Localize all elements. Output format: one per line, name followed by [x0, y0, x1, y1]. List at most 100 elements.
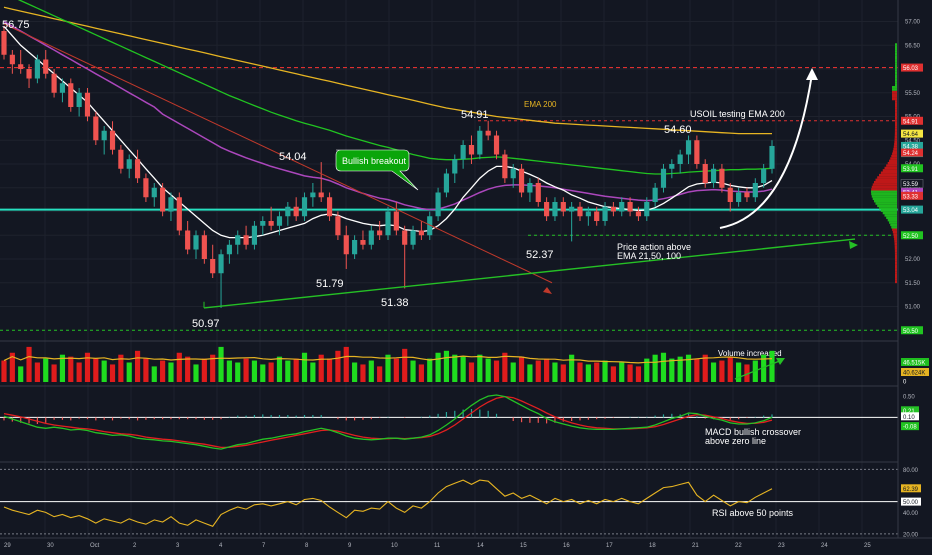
volume-profile-bar	[873, 200, 897, 203]
macd-tick-box	[901, 406, 919, 415]
volume-bar	[577, 362, 583, 382]
price-tag-label: 54.91	[903, 119, 919, 125]
macd-histogram-bar	[654, 415, 656, 418]
candle-body	[9, 54, 15, 65]
volume-profile-bar	[895, 74, 897, 77]
candle-body	[727, 187, 733, 202]
volume-profile-bar	[894, 138, 897, 141]
price-action-annotation-line2: EMA 21,50, 100	[617, 251, 681, 261]
volume-bar	[326, 358, 333, 382]
volume-bar	[251, 360, 258, 382]
price-tag-box	[901, 191, 923, 200]
volume-bar	[18, 366, 24, 382]
time-tick-label: 14	[477, 543, 484, 549]
macd-tick-box	[901, 422, 919, 431]
candle-body	[360, 240, 366, 245]
price-tag-label: 54.64	[903, 132, 919, 138]
volume-bar	[435, 352, 441, 382]
candle-body	[59, 83, 66, 93]
volume-bar	[602, 360, 608, 382]
candle-body	[502, 154, 508, 179]
candle-body	[569, 206, 575, 212]
macd-histogram-bar	[136, 417, 139, 421]
candle-body	[385, 211, 391, 236]
volume-bar	[218, 346, 224, 382]
candle-body	[418, 230, 424, 236]
volume-bar	[285, 360, 291, 382]
price-tag-box	[901, 231, 923, 240]
candle-body	[260, 221, 266, 226]
candle-body	[427, 216, 433, 236]
volume-profile-bar	[890, 223, 897, 227]
ema50-line	[3, 20, 773, 211]
candle-body	[719, 168, 725, 188]
volume-profile-bar	[893, 145, 897, 148]
price-tag-box	[901, 116, 923, 125]
volume-tick-label: 46.515K	[903, 361, 925, 367]
macd-histogram-bar	[103, 417, 105, 420]
volume-bar	[101, 360, 107, 382]
candle-body	[736, 192, 742, 202]
volume-profile-bar	[895, 48, 897, 51]
macd-histogram-bar	[295, 415, 297, 418]
candle-body	[644, 202, 650, 217]
candle-body	[552, 202, 558, 217]
candle-body	[744, 192, 750, 198]
candle-body	[201, 235, 207, 259]
volume-bar	[34, 362, 40, 382]
macd-histogram-bar	[546, 417, 548, 424]
volume-profile-bar	[895, 81, 897, 84]
volume-profile-bar	[894, 261, 897, 265]
macd-histogram-bar	[462, 409, 464, 418]
volume-bar	[235, 362, 241, 382]
volume-profile-bar	[878, 173, 897, 177]
macd-histogram-bar	[687, 413, 690, 418]
volume-bar	[201, 358, 207, 382]
candle-body	[410, 230, 416, 245]
volume-bar	[410, 360, 416, 382]
breakout-annotation: Bullish breakout	[342, 156, 407, 166]
bearish-trendline	[3, 23, 553, 284]
macd-histogram-bar	[270, 415, 272, 418]
volume-tick-box	[901, 368, 929, 376]
volume-profile-bar	[891, 95, 897, 98]
volume-bar	[485, 358, 491, 382]
price-tag-box	[901, 205, 923, 214]
macd-histogram-bar	[370, 417, 372, 420]
volume-profile-bar	[893, 233, 897, 236]
volume-bar	[769, 350, 775, 382]
macd-histogram-bar	[612, 417, 614, 418]
time-tick-label: 15	[520, 543, 527, 549]
volume-profile-bar	[894, 273, 897, 277]
candle-body	[326, 197, 333, 217]
rsi-pane	[0, 468, 898, 535]
volume-profile-bar	[894, 107, 897, 110]
volume-profile-bar	[895, 52, 897, 56]
candle-body	[694, 140, 700, 164]
macd-histogram-bar	[646, 416, 648, 418]
volume-profile-bar	[873, 181, 897, 184]
volume-bar	[185, 356, 191, 382]
candle-body	[652, 187, 658, 202]
volume-profile-bar	[894, 116, 897, 120]
bearish-trendline-arrow	[543, 287, 552, 294]
price-action-annotation-line1: Price action above	[617, 242, 691, 252]
volume-bar	[76, 362, 82, 382]
volume-profile-bar	[895, 55, 897, 58]
price-tick-label: 57.00	[905, 20, 921, 26]
volume-bar	[126, 362, 132, 382]
volume-profile-bar	[871, 195, 897, 198]
volume-bar	[260, 364, 266, 382]
candle-body	[235, 235, 241, 245]
volume-bar	[301, 352, 308, 382]
volume-profile-bar	[892, 90, 897, 94]
volume-profile-bar	[892, 86, 897, 89]
price-tick-label: 51.00	[905, 305, 921, 311]
volume-bar	[635, 366, 642, 382]
macd-histogram-bar	[746, 417, 748, 418]
macd-histogram-bar	[303, 415, 306, 418]
bullish-trendline	[203, 238, 856, 309]
time-axis-ticks: 29 30 Oct 2 3 4 7 8 9 10 11 14 15 16 17 18 21 22 23 24 25	[4, 543, 871, 549]
testing-annotation: USOIL testing EMA 200	[690, 109, 785, 119]
